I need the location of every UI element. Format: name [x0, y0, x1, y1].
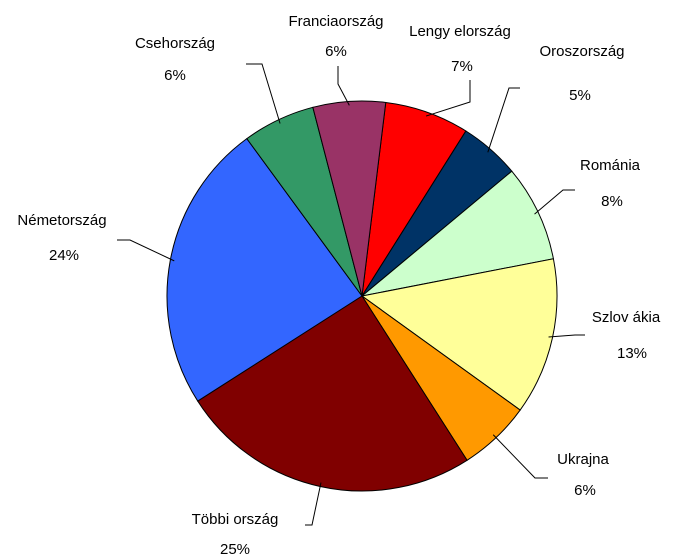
slice-value-label: 8%	[601, 193, 623, 210]
slice-label: Németország	[17, 212, 106, 229]
slice-label: Szlov ákia	[592, 309, 661, 326]
slice-value-label: 13%	[617, 345, 647, 362]
leader-line	[305, 482, 322, 526]
leader-line	[425, 80, 471, 117]
slice-value-label: 6%	[325, 43, 347, 60]
slice-value-label: 7%	[451, 58, 473, 75]
slice-label: Ukrajna	[557, 451, 609, 468]
pie-slice	[360, 258, 558, 411]
slice-value-label: 24%	[49, 247, 79, 264]
leader-line	[117, 239, 175, 262]
slice-label: Lengy elország	[409, 23, 511, 40]
leader-line	[548, 334, 585, 338]
slice-value-label: 6%	[164, 67, 186, 84]
pie-slice	[166, 137, 363, 402]
leader-line	[534, 189, 575, 215]
pie-slice	[312, 100, 387, 297]
slice-label: Oroszország	[539, 43, 624, 60]
leader-line	[246, 63, 281, 124]
leader-line	[492, 434, 548, 479]
pie-slice	[361, 170, 555, 297]
slice-label: Románia	[580, 157, 641, 174]
slice-label: Franciaország	[288, 13, 383, 30]
slice-value-label: 25%	[220, 541, 250, 558]
slice-value-label: 5%	[569, 87, 591, 104]
slice-label: Csehország	[135, 35, 215, 52]
leader-line	[487, 87, 520, 153]
slice-label: Többi ország	[192, 511, 279, 528]
leader-line	[337, 66, 350, 106]
slice-value-label: 6%	[574, 482, 596, 499]
